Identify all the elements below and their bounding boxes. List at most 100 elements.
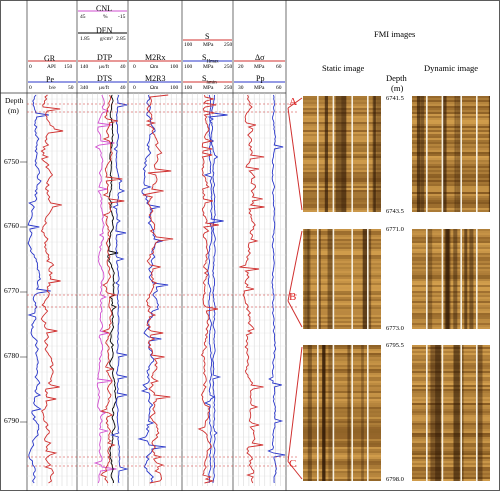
static-image-interval-a xyxy=(303,96,381,212)
fmi-band xyxy=(303,319,381,321)
fmi-band xyxy=(303,323,381,325)
fmi-band xyxy=(303,355,381,357)
fmi-band xyxy=(303,415,381,417)
fmi-band xyxy=(412,467,490,469)
fmi-band xyxy=(303,385,381,387)
fmi-band xyxy=(412,114,490,116)
m2r3-unit: Ωm xyxy=(150,85,159,91)
fmi-band xyxy=(412,429,490,431)
fmi-dark-streak xyxy=(454,96,457,212)
fmi-band xyxy=(303,477,381,479)
interval-a-label: A xyxy=(289,96,297,108)
fmi-dark-streak xyxy=(464,229,468,329)
fmi-band xyxy=(412,365,490,367)
shmin-min: 100 xyxy=(184,85,193,91)
fmi-band xyxy=(412,245,490,247)
fmi-band xyxy=(303,455,381,457)
fmi-band xyxy=(412,407,490,409)
fmi-band xyxy=(303,287,381,289)
m2r3-min: 0 xyxy=(133,85,136,91)
fmi-band xyxy=(303,267,381,269)
interval-c-bottom-depth: 6798.0 xyxy=(386,476,404,483)
fmi-band xyxy=(303,465,381,467)
fmi-dark-streak xyxy=(416,96,421,212)
fmi-band xyxy=(412,313,490,315)
interval-bracket-arrow xyxy=(287,97,303,109)
fmi-band xyxy=(412,150,490,152)
fmi-band xyxy=(412,415,490,417)
fmi-band xyxy=(303,359,381,361)
fmi-dark-streak xyxy=(372,96,376,212)
fmi-band xyxy=(412,413,490,415)
fmi-band xyxy=(303,461,381,463)
depth-tick-6790: 6790 xyxy=(4,416,19,425)
fmi-band xyxy=(412,158,490,160)
fmi-band xyxy=(412,152,490,154)
fmi-band xyxy=(303,347,381,349)
shmax-max: 250 xyxy=(224,64,233,70)
dsigma-curve xyxy=(239,94,265,484)
fmi-band xyxy=(303,373,381,375)
shmin-unit: MPa xyxy=(203,85,214,91)
fmi-band xyxy=(412,459,490,461)
fmi-dark-streak xyxy=(376,96,381,212)
fmi-band xyxy=(303,247,381,249)
fmi-band xyxy=(412,106,490,108)
fmi-band xyxy=(412,154,490,156)
fmi-band xyxy=(412,325,490,327)
fmi-band xyxy=(303,439,381,441)
fmi-band xyxy=(303,423,381,425)
fmi-band xyxy=(412,437,490,439)
fmi-band xyxy=(303,407,381,409)
fmi-band xyxy=(412,359,490,361)
depth-tick-6780: 6780 xyxy=(4,351,19,360)
fmi-band xyxy=(412,405,490,407)
fmi-band xyxy=(303,367,381,369)
fmi-depth-unit: (m) xyxy=(391,83,404,93)
fmi-band xyxy=(412,289,490,291)
fmi-pad-gap xyxy=(426,96,428,212)
interval-bracket-arrow xyxy=(287,461,303,480)
interval-bracket-arrow xyxy=(287,346,303,462)
fmi-texture xyxy=(412,345,490,481)
fmi-band xyxy=(303,451,381,453)
dts-curve-name: DTS xyxy=(97,74,113,83)
fmi-band xyxy=(303,307,381,309)
fmi-band xyxy=(412,371,490,373)
pp-min: 30 xyxy=(238,85,244,91)
fmi-band xyxy=(412,369,490,371)
fmi-pad-gap xyxy=(317,229,319,329)
fmi-band xyxy=(412,162,490,164)
fmi-band xyxy=(303,229,381,231)
fmi-band xyxy=(412,395,490,397)
fmi-band xyxy=(412,295,490,297)
fmi-band xyxy=(303,389,381,391)
fmi-band xyxy=(412,471,490,473)
fmi-band xyxy=(412,136,490,138)
fmi-band xyxy=(412,477,490,479)
shmax-min: 100 xyxy=(184,64,193,70)
fmi-band xyxy=(412,156,490,158)
fmi-band xyxy=(303,345,381,347)
fmi-band xyxy=(303,249,381,251)
fmi-band xyxy=(412,196,490,198)
fmi-band xyxy=(412,120,490,122)
fmi-band xyxy=(303,473,381,475)
fmi-dark-streak xyxy=(335,96,342,212)
fmi-band xyxy=(303,325,381,327)
fmi-band xyxy=(412,259,490,261)
fmi-band xyxy=(412,307,490,309)
fmi-band xyxy=(412,168,490,170)
fmi-band xyxy=(303,259,381,261)
shmax-curve xyxy=(203,94,224,484)
fmi-pad-gap xyxy=(426,345,428,481)
fmi-band xyxy=(412,383,490,385)
fmi-band xyxy=(412,148,490,150)
shmax-curve-2 xyxy=(207,94,228,484)
fmi-band xyxy=(303,401,381,403)
fmi-band xyxy=(412,204,490,206)
fmi-pad-gap xyxy=(476,345,478,481)
fmi-band xyxy=(412,431,490,433)
fmi-band xyxy=(303,441,381,443)
